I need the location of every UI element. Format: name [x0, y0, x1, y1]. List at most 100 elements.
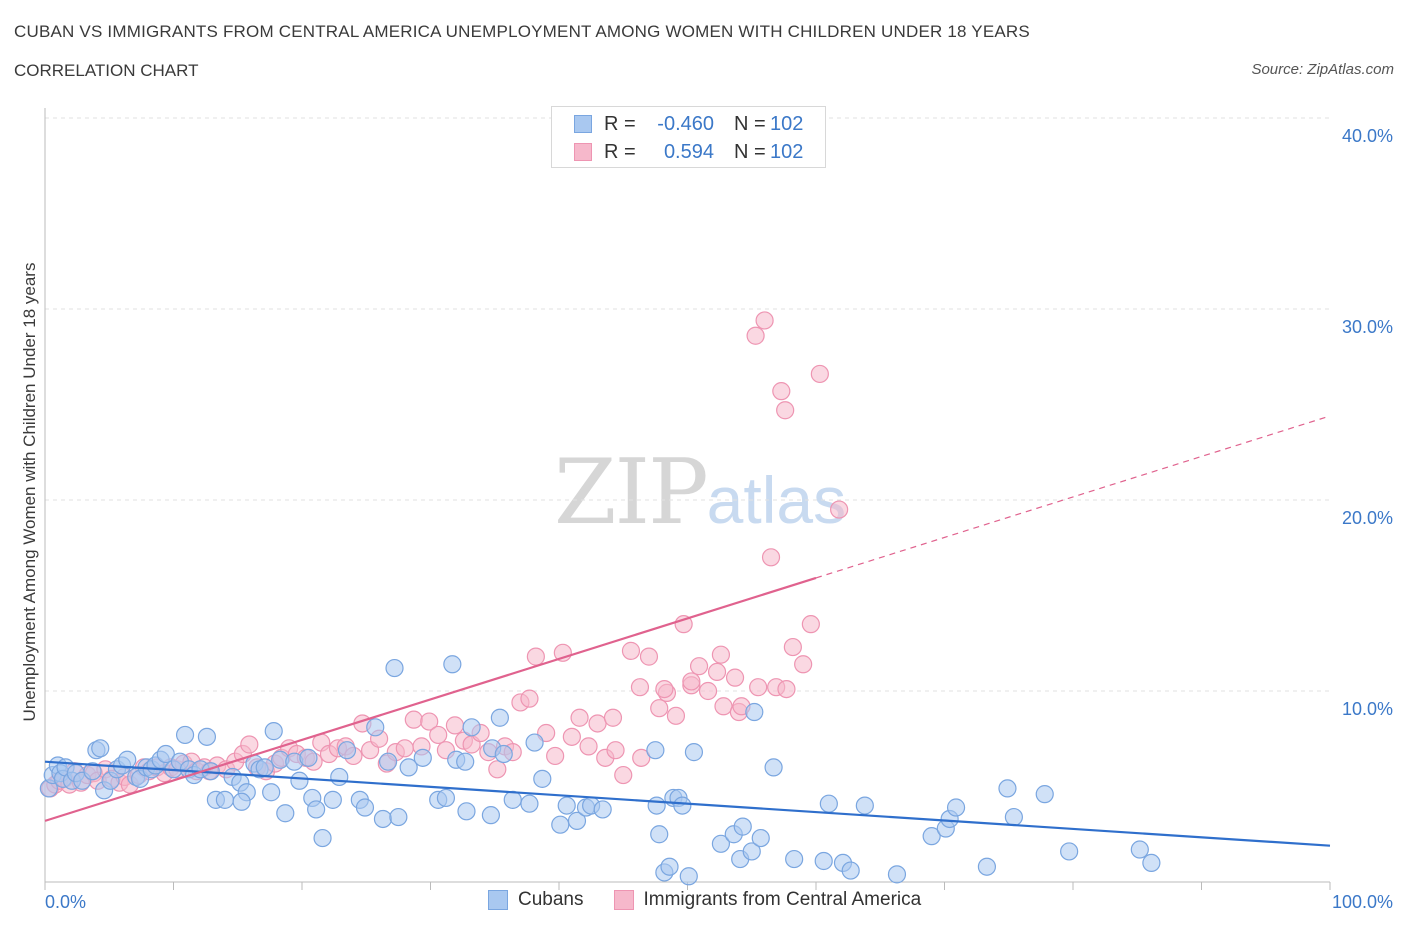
cuban-point — [1004, 807, 1023, 827]
cuban-point — [814, 851, 833, 871]
central-america-point — [639, 647, 659, 666]
legend-label-cubans: Cubans — [518, 889, 584, 910]
cuban-point — [1060, 842, 1079, 861]
cuban-point — [551, 815, 570, 834]
central-america-point — [725, 668, 745, 687]
central-america-point — [714, 697, 733, 716]
cuban-point — [533, 769, 552, 788]
cuban-point — [946, 798, 966, 817]
central-america-point — [689, 657, 709, 676]
r-value: -0.460 — [657, 112, 714, 135]
central-america-point — [830, 500, 849, 519]
cuban-point — [215, 790, 234, 809]
chart-title: CUBAN VS IMMIGRANTS FROM CENTRAL AMERICA… — [14, 22, 1030, 41]
central-america-point — [488, 760, 507, 779]
cuban-point — [264, 722, 283, 741]
cuban-point — [593, 800, 612, 819]
central-america-point — [579, 737, 598, 756]
cuban-point — [998, 779, 1017, 798]
central-america-point — [783, 637, 802, 657]
cuban-point — [557, 796, 576, 815]
y-tick-label: 10.0% — [1342, 699, 1393, 719]
cuban-point — [290, 771, 309, 790]
cuban-point — [650, 825, 669, 844]
central-america-point — [632, 748, 651, 767]
cuban-point — [262, 783, 281, 802]
cuban-point — [711, 834, 731, 853]
cuban-point — [413, 748, 432, 767]
central-america-point — [776, 401, 795, 420]
cuban-point — [299, 748, 318, 767]
cubans-swatch — [574, 115, 592, 133]
central-america-point — [546, 746, 565, 766]
cuban-point — [742, 842, 761, 861]
cuban-point — [647, 796, 666, 815]
central-america-swatch — [574, 143, 592, 161]
central-america-point — [570, 708, 589, 727]
cuban-point — [855, 796, 874, 815]
legend-row-central-america: R = 0.594 N = 102 — [574, 139, 803, 165]
cuban-point — [307, 800, 326, 819]
legend-label-central-america: Immigrants from Central America — [643, 889, 922, 910]
central-america-point — [520, 689, 539, 708]
n-label: N = — [734, 112, 766, 135]
cuban-point — [819, 794, 838, 813]
cuban-point — [232, 792, 251, 811]
cuban-point — [436, 788, 456, 808]
cuban-point — [83, 762, 102, 781]
n-value: 102 — [770, 112, 804, 135]
cuban-point — [841, 861, 860, 880]
central-america-point — [445, 716, 465, 735]
central-america-point — [621, 641, 641, 660]
cuban-point — [156, 744, 175, 764]
central-america-point — [746, 326, 765, 345]
r-label: R = — [604, 112, 636, 135]
central-america-point — [606, 741, 625, 760]
cuban-point — [355, 798, 375, 817]
cuban-point — [378, 752, 398, 771]
central-america-point — [698, 681, 718, 701]
cuban-point — [366, 718, 385, 737]
cuban-point — [887, 865, 907, 884]
central-america-point — [404, 710, 423, 729]
correlation-legend: R = -0.460 N = 102 R = 0.594 N = 102 — [551, 106, 826, 168]
central-america-point — [562, 727, 581, 746]
cuban-point — [1142, 853, 1161, 873]
central-america-point — [395, 739, 414, 758]
central-america-point — [429, 725, 448, 745]
central-america-point — [772, 382, 791, 401]
cuban-point — [91, 739, 110, 758]
n-value: 102 — [770, 140, 804, 163]
r-value: 0.594 — [663, 140, 714, 163]
cuban-point — [330, 767, 349, 787]
cubans-swatch — [488, 890, 508, 910]
watermark: ZIPatlas — [554, 440, 846, 545]
cuban-point — [785, 849, 804, 869]
central-america-point — [666, 706, 686, 725]
central-america-point — [707, 662, 727, 682]
cuban-point — [1035, 785, 1054, 804]
series-legend: Cubans Immigrants from Central America — [488, 889, 951, 911]
central-america-point — [682, 672, 701, 691]
cuban-point — [525, 733, 544, 752]
central-america-point — [711, 645, 731, 664]
cuban-point — [490, 708, 509, 727]
legend-row-cubans: R = -0.460 N = 102 — [574, 111, 803, 137]
cuban-point — [389, 807, 408, 827]
y-tick-label: 40.0% — [1342, 126, 1393, 146]
cuban-point — [679, 867, 698, 886]
cuban-point — [276, 804, 295, 823]
cuban-point — [751, 828, 770, 848]
cuban-point — [175, 725, 195, 745]
central-america-point — [755, 311, 774, 330]
x-tick-label: 100.0% — [1332, 892, 1393, 912]
cuban-point — [118, 750, 137, 769]
cuban-point — [337, 741, 357, 760]
central-america-point — [614, 765, 633, 785]
cuban-point — [922, 827, 941, 846]
central-america-point — [655, 679, 674, 699]
cuban-point — [494, 744, 513, 764]
cuban-point — [385, 658, 404, 678]
central-america-point — [603, 708, 623, 727]
cuban-point — [567, 811, 587, 830]
